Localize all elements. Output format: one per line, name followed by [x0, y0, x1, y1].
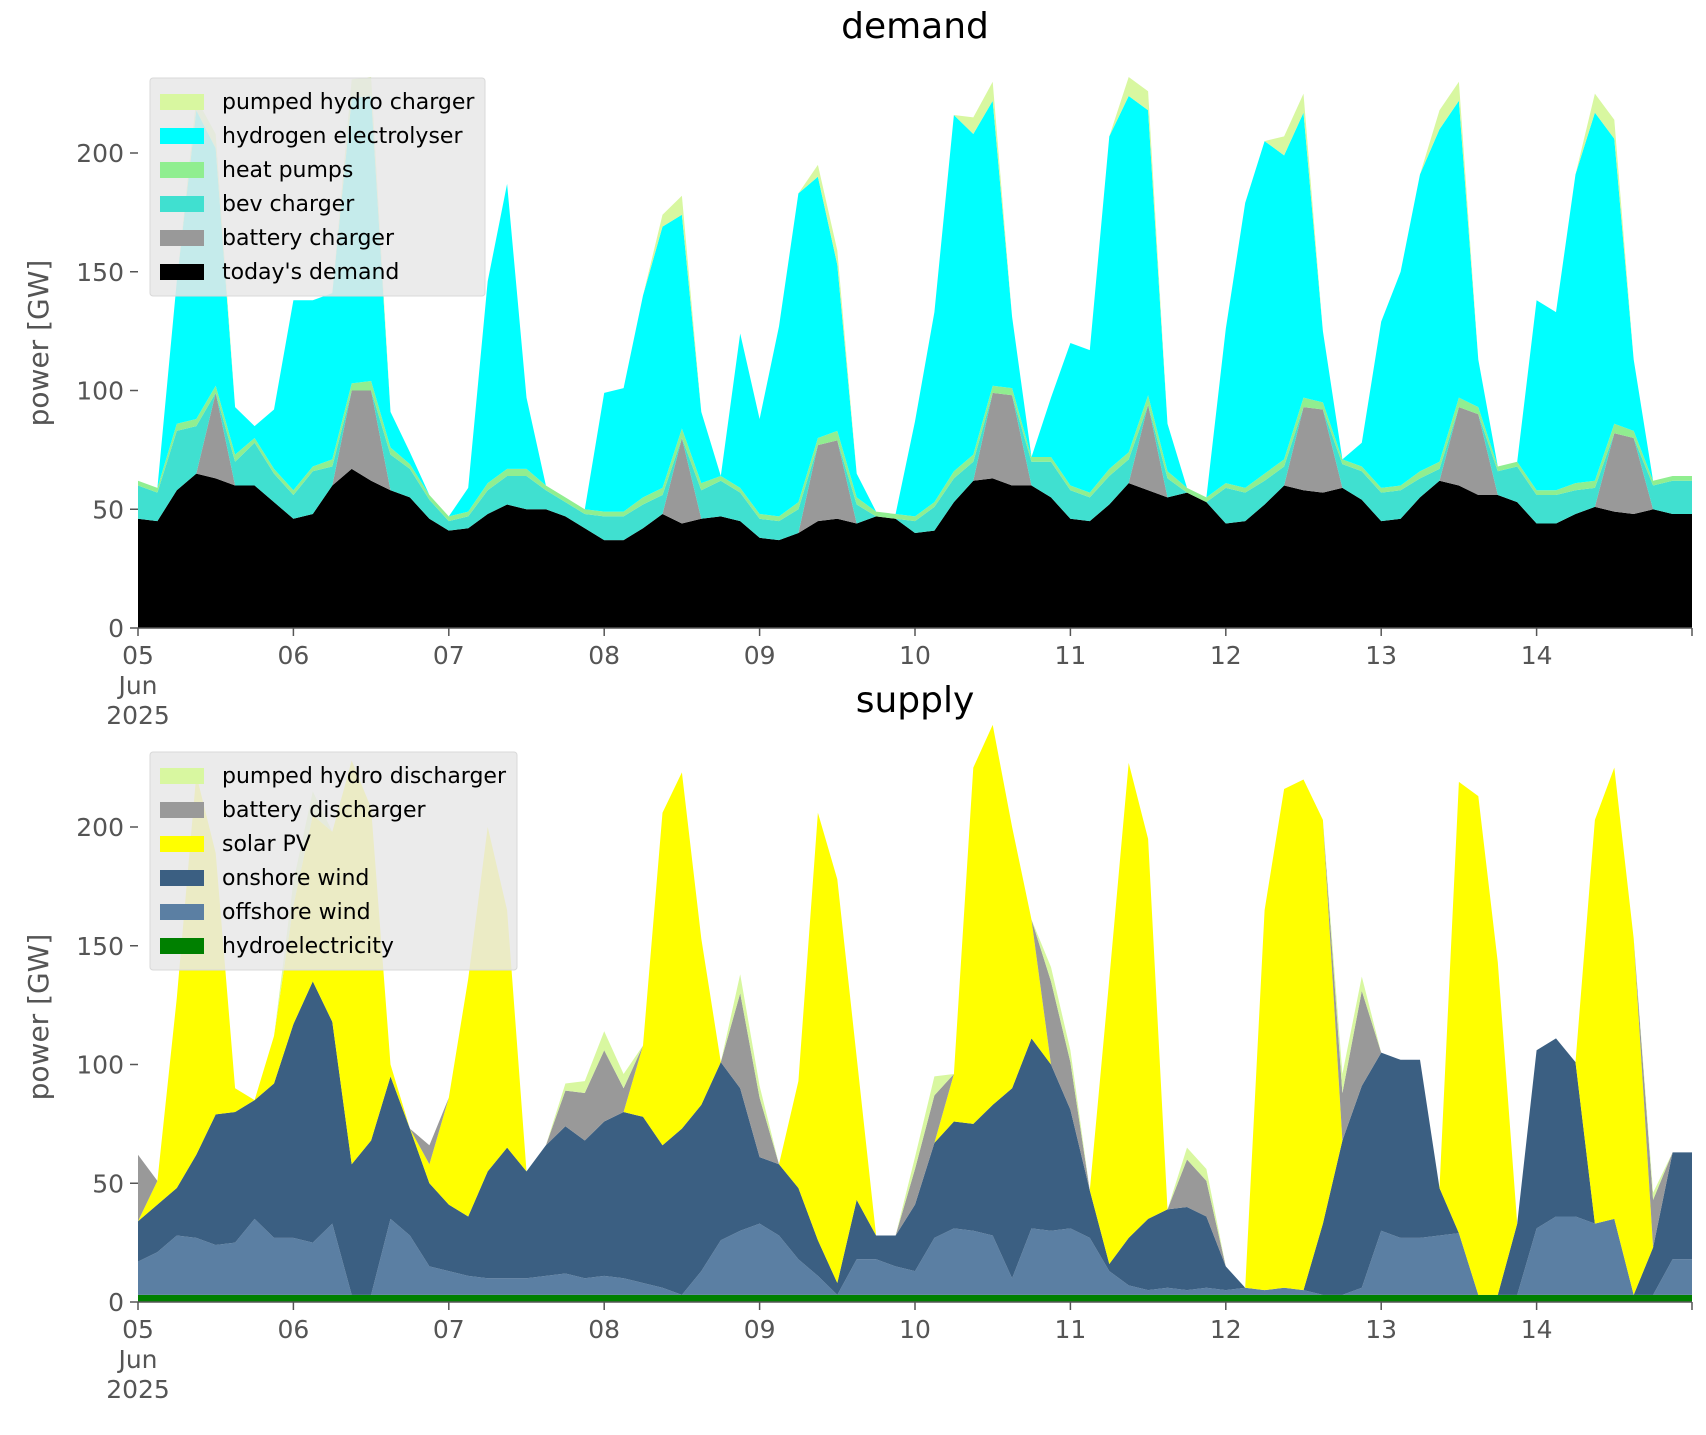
legend-swatch — [160, 162, 204, 178]
legend-label: hydroelectricity — [222, 934, 394, 959]
x-tick-label: 05 — [122, 641, 154, 670]
x-tick-month-label: Jun — [116, 1345, 157, 1374]
legend-box — [149, 77, 486, 297]
legend-item: battery discharger — [160, 798, 427, 823]
area-today-s-demand — [138, 468, 1692, 628]
stacked-areas — [138, 77, 1692, 628]
legend-label: onshore wind — [222, 866, 369, 891]
area-battery-discharger — [138, 724, 1692, 1288]
x-tick-year-label: 2025 — [106, 1375, 170, 1404]
area-bev-charger — [138, 390, 1692, 541]
legend-swatch — [160, 230, 204, 246]
y-tick-label: 150 — [76, 258, 124, 287]
x-tick-label: 10 — [899, 641, 931, 670]
y-axis-label: power [GW] — [22, 934, 55, 1101]
area-hydrogen-electrolyser — [138, 96, 1692, 517]
x-tick-label: 14 — [1521, 1315, 1553, 1344]
legend-item: solar PV — [160, 832, 311, 857]
legend-swatch — [160, 904, 204, 920]
y-tick-label: 200 — [76, 813, 124, 842]
y-axis-label: power [GW] — [22, 260, 55, 427]
x-tick-label: 08 — [588, 1315, 620, 1344]
legend-label: pumped hydro charger — [222, 90, 475, 115]
y-tick-label: 0 — [108, 1288, 124, 1317]
legend-item: onshore wind — [160, 866, 369, 891]
x-tick-month-label: Jun — [116, 671, 157, 700]
area-onshore-wind — [138, 981, 1692, 1295]
x-tick-label: 09 — [744, 641, 776, 670]
legend-label: solar PV — [222, 832, 311, 857]
legend: pumped hydro charger hydrogen electrolyse… — [149, 77, 486, 297]
legend-item: heat pumps — [160, 158, 353, 183]
x-tick-label: 11 — [1054, 641, 1086, 670]
x-tick-label: 07 — [433, 641, 465, 670]
y-tick-label: 50 — [92, 495, 124, 524]
x-tick-label: 06 — [277, 641, 309, 670]
chart-title: demand — [841, 6, 989, 47]
legend-item: battery charger — [160, 226, 395, 251]
x-tick-label: 05 — [122, 1315, 154, 1344]
area-battery-charger — [138, 390, 1692, 541]
x-tick-label: 14 — [1521, 641, 1553, 670]
chart-title: supply — [856, 680, 975, 721]
legend-label: bev charger — [222, 192, 355, 217]
y-tick-label: 100 — [76, 1051, 124, 1080]
legend-item: pumped hydro discharger — [160, 764, 507, 789]
y-tick-label: 100 — [76, 377, 124, 406]
x-tick-label: 07 — [433, 1315, 465, 1344]
legend-box — [149, 751, 518, 971]
x-tick-year-label: 2025 — [106, 701, 170, 730]
x-tick-label: 09 — [744, 1315, 776, 1344]
x-tick-label: 13 — [1365, 641, 1397, 670]
x-tick-label: 10 — [899, 1315, 931, 1344]
legend-item: today's demand — [160, 260, 399, 285]
x-tick-label: 12 — [1210, 1315, 1242, 1344]
legend-swatch — [160, 128, 204, 144]
legend-swatch — [160, 94, 204, 110]
legend-label: battery charger — [222, 226, 395, 251]
legend-label: hydrogen electrolyser — [222, 124, 463, 149]
legend-label: offshore wind — [222, 900, 371, 925]
legend-swatch — [160, 802, 204, 818]
legend-swatch — [160, 768, 204, 784]
area-hydroelectricity — [138, 1294, 1692, 1302]
legend-item: offshore wind — [160, 900, 371, 925]
y-tick-label: 0 — [108, 614, 124, 643]
legend-label: pumped hydro discharger — [222, 764, 507, 789]
legend-item: pumped hydro charger — [160, 90, 475, 115]
x-tick-label: 06 — [277, 1315, 309, 1344]
y-tick-label: 200 — [76, 139, 124, 168]
x-tick-label: 12 — [1210, 641, 1242, 670]
area-offshore-wind — [138, 1216, 1692, 1295]
legend-label: today's demand — [222, 260, 399, 285]
legend-swatch — [160, 264, 204, 280]
area-solar-pv — [138, 724, 1692, 1295]
y-tick-label: 150 — [76, 932, 124, 961]
legend-item: hydroelectricity — [160, 934, 394, 959]
y-tick-label: 50 — [92, 1169, 124, 1198]
x-tick-label: 11 — [1054, 1315, 1086, 1344]
x-tick-label: 08 — [588, 641, 620, 670]
legend-label: heat pumps — [222, 158, 353, 183]
legend-swatch — [160, 836, 204, 852]
legend: pumped hydro discharger battery discharge… — [149, 751, 518, 971]
stacked-areas — [138, 724, 1692, 1302]
legend-item: bev charger — [160, 192, 355, 217]
legend-item: hydrogen electrolyser — [160, 124, 463, 149]
legend-swatch — [160, 196, 204, 212]
legend-swatch — [160, 870, 204, 886]
legend-swatch — [160, 938, 204, 954]
legend-label: battery discharger — [222, 798, 427, 823]
x-tick-label: 13 — [1365, 1315, 1397, 1344]
